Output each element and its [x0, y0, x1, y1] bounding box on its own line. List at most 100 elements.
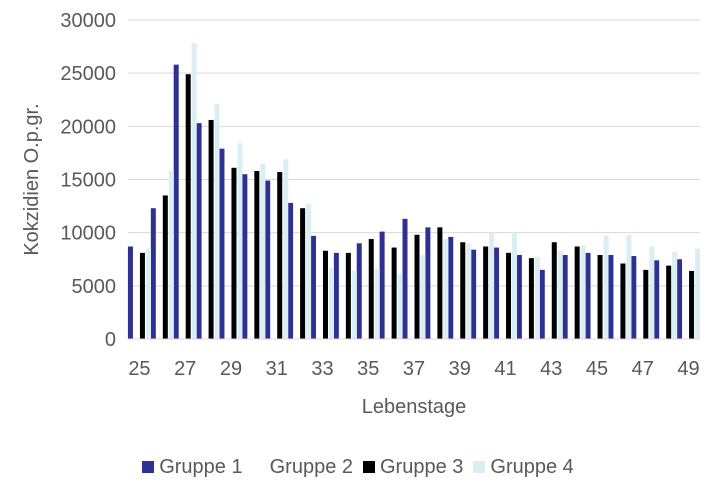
legend: Gruppe 1 Gruppe 2 Gruppe 3 Gruppe 4: [0, 454, 716, 480]
bar-series-3: [185, 74, 191, 339]
x-axis-title: Lebenstage: [362, 396, 467, 418]
legend-label: Gruppe 3: [380, 455, 464, 478]
bar-series-3: [322, 250, 328, 339]
bar-series-4: [397, 274, 403, 339]
x-tick-label: 29: [220, 358, 242, 380]
bar-series-1: [379, 231, 385, 339]
bar-series-3: [277, 172, 283, 339]
bar-series-4: [580, 245, 586, 339]
x-tick-label: 49: [677, 358, 699, 380]
bar-series-1: [494, 247, 500, 339]
legend-item-4: Gruppe 4: [473, 455, 574, 479]
x-tick-label: 43: [540, 358, 562, 380]
bar-series-4: [557, 250, 563, 339]
bar-series-3: [368, 239, 374, 339]
bar-series-1: [562, 254, 568, 339]
x-tick-label: 39: [449, 358, 471, 380]
bar-series-4: [237, 143, 243, 339]
legend-swatch: [252, 461, 265, 473]
bar-series-4: [466, 243, 472, 339]
bar-series-1: [288, 202, 294, 339]
bar-series-1: [608, 254, 614, 339]
bar-series-1: [127, 246, 133, 339]
bar-series-4: [443, 239, 449, 339]
y-tick-label: 0: [105, 329, 116, 351]
bars: [127, 43, 701, 340]
bar-series-4: [191, 43, 197, 339]
legend-item-2: Gruppe 2: [252, 455, 353, 479]
x-tick-label: 35: [357, 358, 379, 380]
bar-series-1: [471, 249, 477, 339]
bar-series-4: [672, 251, 678, 339]
y-tick-label: 30000: [60, 10, 116, 32]
bar-series-1: [654, 260, 660, 339]
bar-series-3: [483, 246, 489, 339]
x-tick-label: 47: [632, 358, 654, 380]
bar-series-3: [414, 234, 420, 339]
x-tick-label: 45: [586, 358, 608, 380]
bar-series-4: [695, 248, 701, 339]
y-tick-label: 10000: [60, 223, 116, 245]
bar-series-3: [231, 167, 237, 339]
bar-series-1: [150, 208, 156, 339]
bar-series-1: [402, 218, 408, 339]
bar-series-1: [677, 259, 683, 339]
bar-series-3: [643, 269, 649, 339]
bar-series-4: [420, 254, 426, 339]
bar-series-3: [300, 208, 306, 339]
bar-series-1: [516, 254, 522, 339]
bar-series-1: [585, 252, 591, 339]
bar-series-3: [139, 252, 145, 339]
legend-swatch: [473, 461, 486, 473]
bar-series-4: [649, 246, 655, 339]
bar-series-4: [489, 232, 495, 339]
bar-series-1: [425, 227, 431, 339]
bar-series-3: [254, 170, 260, 339]
bar-series-1: [265, 180, 271, 339]
legend-label: Gruppe 2: [269, 455, 353, 478]
bar-series-4: [603, 235, 609, 339]
bar-series-4: [260, 163, 266, 339]
bar-series-3: [597, 254, 603, 339]
legend-label: Gruppe 4: [490, 455, 574, 478]
bar-series-4: [534, 257, 540, 339]
bar-series-4: [626, 234, 632, 339]
bar-series-1: [356, 243, 362, 339]
bar-series-3: [208, 119, 214, 339]
x-tick-label: 33: [311, 358, 333, 380]
bar-series-3: [162, 195, 168, 339]
bar-series-3: [345, 252, 351, 339]
bar-series-4: [328, 267, 334, 339]
bar-series-4: [351, 270, 357, 339]
bar-series-3: [460, 242, 466, 339]
bar-series-3: [620, 263, 626, 339]
x-tick-label: 25: [128, 358, 150, 380]
bar-series-1: [333, 252, 339, 339]
bar-series-4: [145, 248, 151, 339]
x-tick-label: 31: [266, 358, 288, 380]
bar-series-3: [689, 270, 695, 339]
y-tick-label: 20000: [60, 116, 116, 138]
y-tick-label: 5000: [72, 276, 117, 298]
bar-series-1: [219, 148, 225, 339]
x-tick-label: 37: [403, 358, 425, 380]
bar-series-1: [631, 256, 637, 339]
y-tick-label: 15000: [60, 170, 116, 192]
legend-swatch: [142, 461, 155, 473]
bar-chart: 0 5000 10000 15000 20000 25000 30000 25 27 29 31 33…: [21, 10, 701, 418]
axis-labels: 0 5000 10000 15000 20000 25000 30000 25 27 29 31 33…: [21, 10, 700, 418]
bar-series-4: [306, 203, 312, 339]
bar-series-4: [512, 232, 518, 339]
legend-item-3: Gruppe 3: [363, 456, 463, 479]
y-tick-label: 25000: [60, 63, 116, 85]
y-axis-title: Kokzidien O.p.gr.: [21, 103, 43, 255]
bar-series-4: [214, 104, 220, 340]
bar-series-4: [168, 170, 174, 339]
bar-series-3: [437, 227, 443, 339]
bar-series-1: [310, 235, 316, 339]
bar-series-3: [506, 252, 512, 339]
bar-series-1: [196, 123, 202, 339]
bar-series-3: [528, 258, 534, 339]
bar-series-3: [551, 242, 557, 339]
legend-item-1: Gruppe 1: [142, 456, 243, 479]
